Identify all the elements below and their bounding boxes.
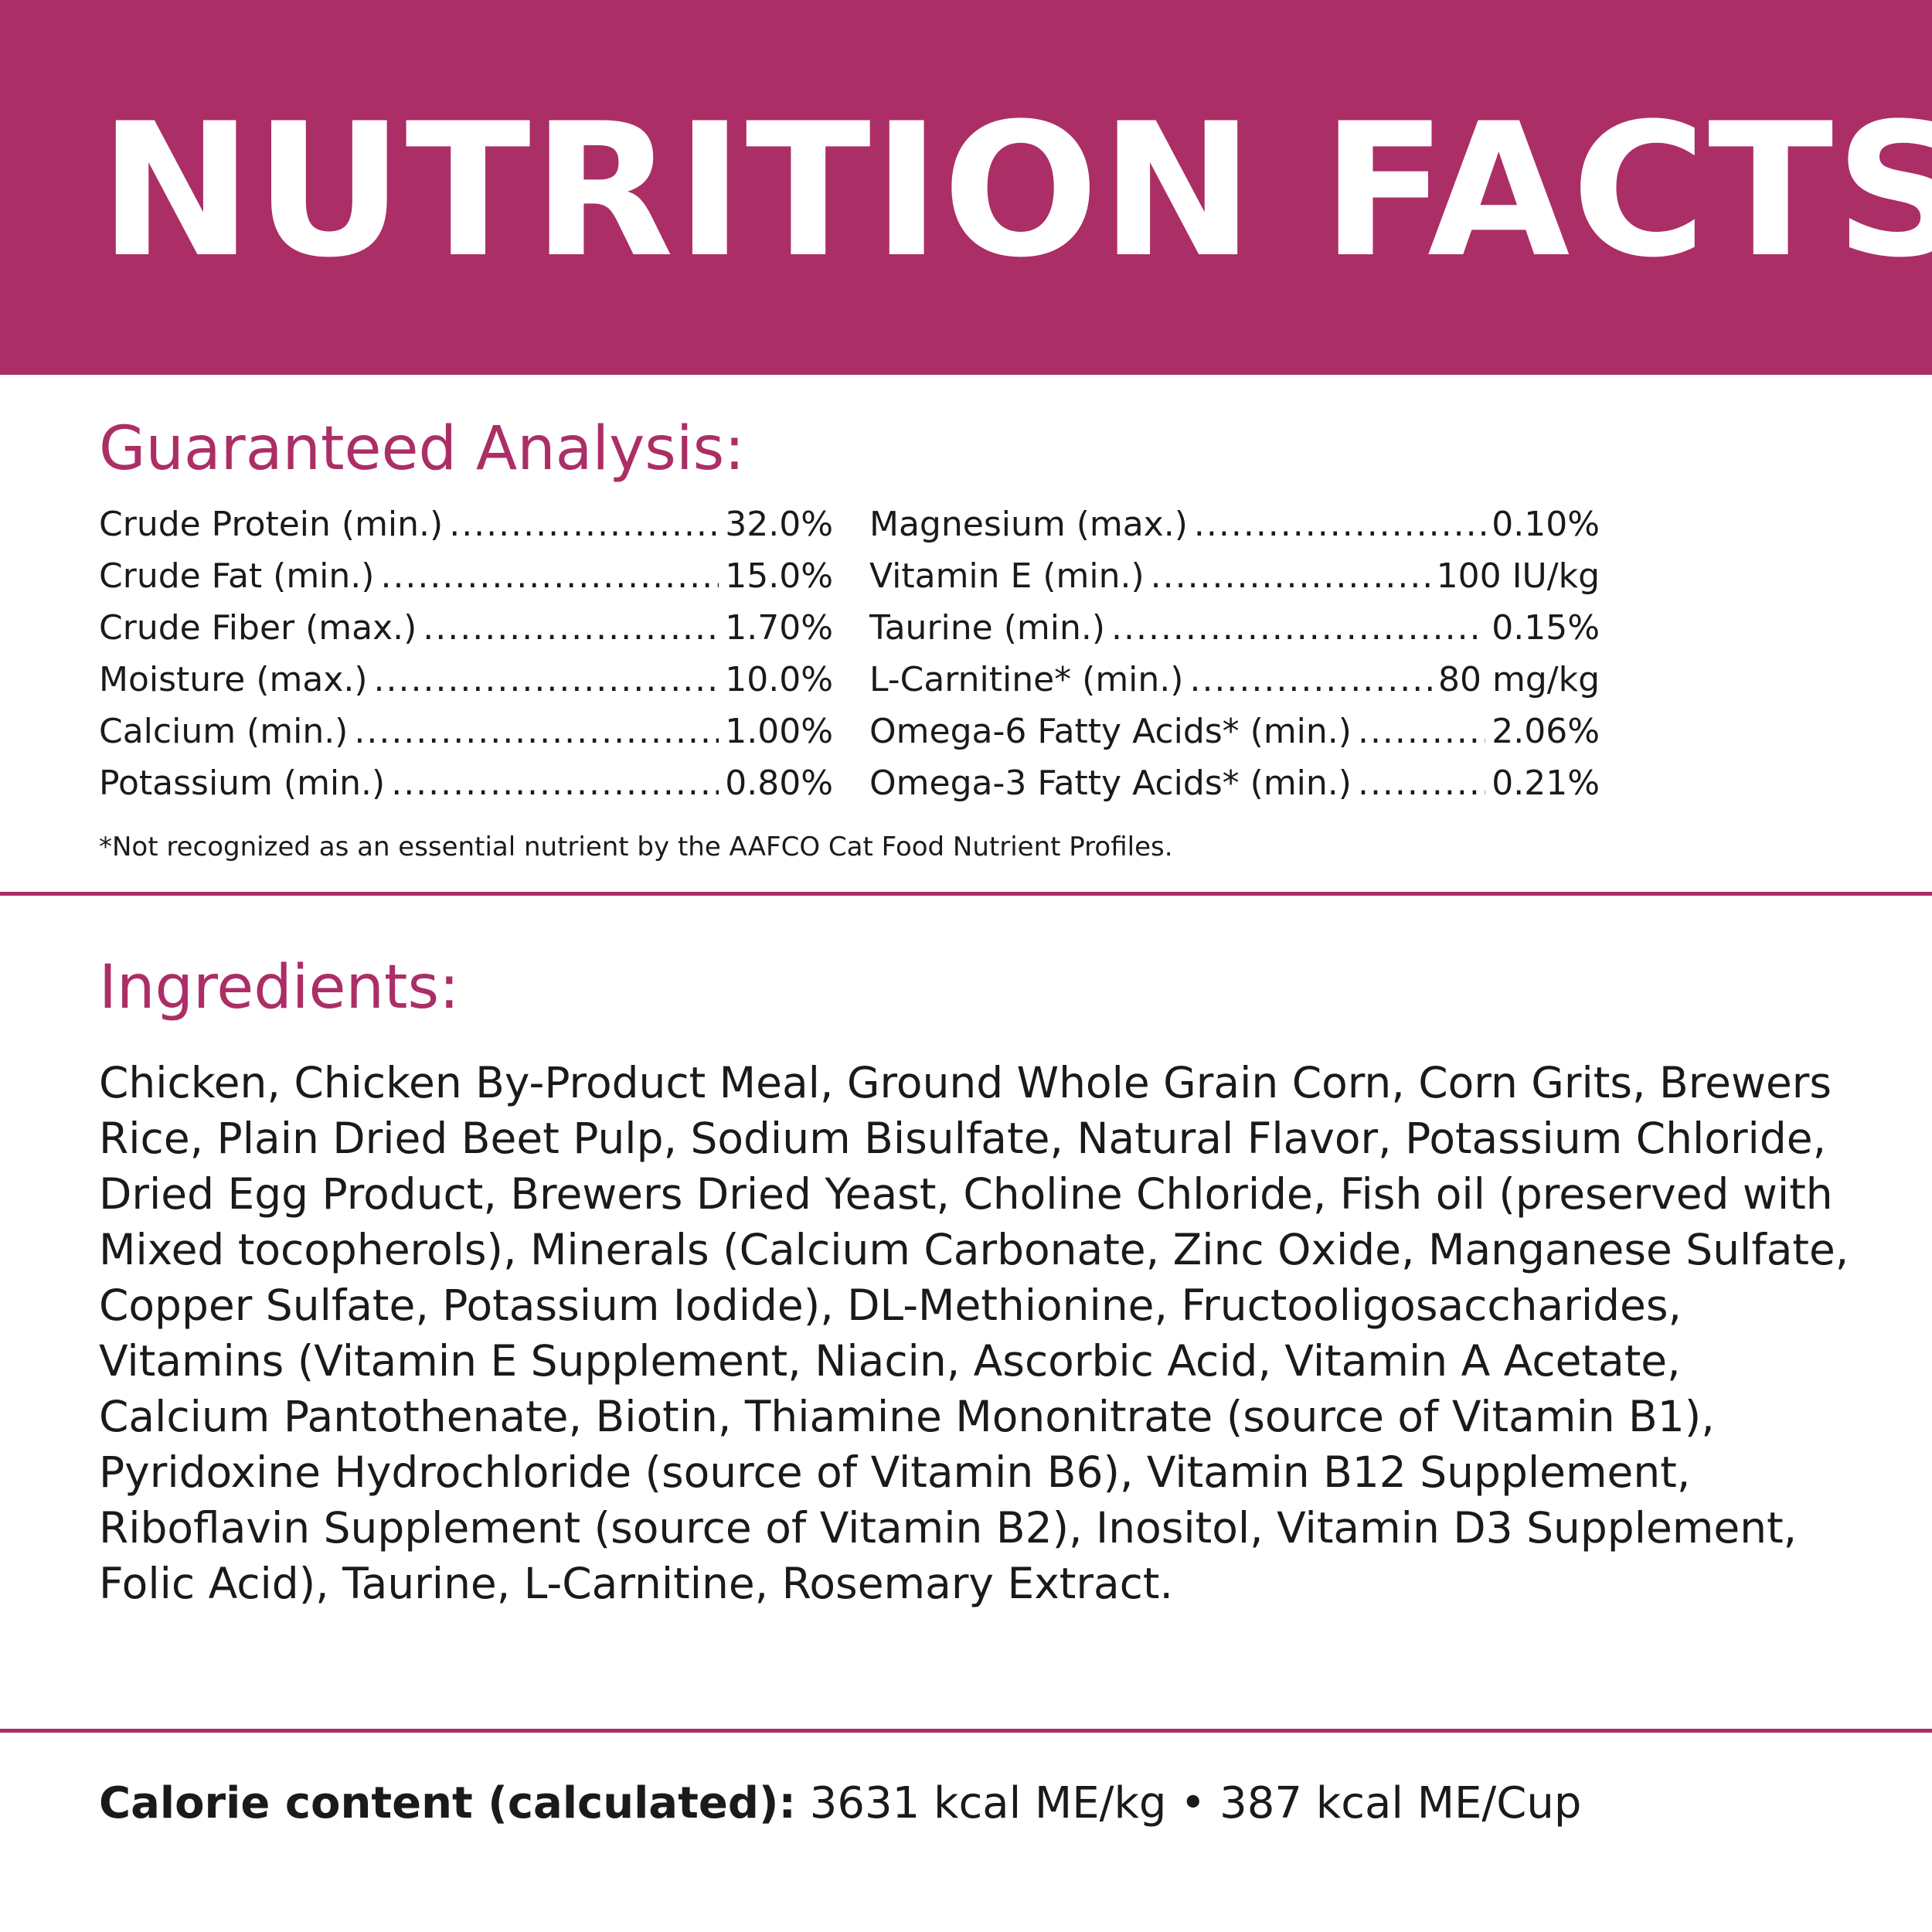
analysis-row: Omega-6 Fatty Acids* (min.) 2.06% (869, 706, 1600, 757)
section-divider (0, 892, 1932, 896)
analysis-row: Crude Fiber (max.) 1.70% (99, 602, 833, 654)
dot-leader (1151, 550, 1430, 602)
analysis-value: 100 IU/kg (1436, 556, 1600, 596)
dot-leader (374, 654, 719, 706)
analysis-value: 1.00% (725, 712, 833, 751)
analysis-right-column: Magnesium (max.) 0.10% Vitamin E (min.) 10… (869, 498, 1600, 809)
dot-leader (1194, 498, 1485, 550)
dot-leader (1358, 706, 1485, 757)
analysis-label: L-Carnitine* (min.) (869, 660, 1184, 699)
analysis-label: Magnesium (max.) (869, 505, 1188, 544)
analysis-row: Magnesium (max.) 0.10% (869, 498, 1600, 550)
analysis-value: 0.10% (1492, 505, 1600, 544)
calorie-label: Calorie content (calculated): (99, 1778, 796, 1828)
analysis-value: 2.06% (1492, 712, 1600, 751)
ingredients-heading: Ingredients: (99, 953, 460, 1022)
analysis-row: Crude Protein (min.) 32.0% (99, 498, 833, 550)
analysis-row: Vitamin E (min.) 100 IU/kg (869, 550, 1600, 602)
analysis-label: Crude Fat (min.) (99, 556, 375, 596)
section-divider (0, 1729, 1932, 1733)
calorie-content: Calorie content (calculated): 3631 kcal … (99, 1776, 1581, 1832)
dot-leader (354, 706, 719, 757)
analysis-value: 32.0% (725, 505, 833, 544)
calorie-value: 3631 kcal ME/kg • 387 kcal ME/Cup (809, 1778, 1582, 1828)
page-title: NUTRITION FACTS (99, 84, 1932, 298)
analysis-value: 15.0% (725, 556, 833, 596)
analysis-label: Calcium (min.) (99, 712, 349, 751)
header-banner: NUTRITION FACTS (0, 0, 1932, 375)
analysis-label: Vitamin E (min.) (869, 556, 1145, 596)
analysis-value: 0.21% (1492, 764, 1600, 803)
dot-leader (1189, 654, 1432, 706)
dot-leader (1111, 602, 1485, 654)
analysis-footnote: *Not recognized as an essential nutrient… (99, 832, 1173, 862)
analysis-label: Taurine (min.) (869, 608, 1105, 648)
dot-leader (1358, 757, 1485, 809)
analysis-value: 0.80% (725, 764, 833, 803)
guaranteed-analysis-heading: Guaranteed Analysis: (99, 414, 745, 484)
analysis-row: Omega-3 Fatty Acids* (min.) 0.21% (869, 757, 1600, 809)
ingredients-list: Chicken, Chicken By-Product Meal, Ground… (99, 1058, 1849, 1608)
analysis-label: Potassium (min.) (99, 764, 386, 803)
analysis-row: Moisture (max.) 10.0% (99, 654, 833, 706)
analysis-value: 1.70% (725, 608, 833, 648)
analysis-label: Omega-6 Fatty Acids* (min.) (869, 712, 1352, 751)
dot-leader (380, 550, 719, 602)
analysis-label: Moisture (max.) (99, 660, 368, 699)
analysis-row: L-Carnitine* (min.) 80 mg/kg (869, 654, 1600, 706)
analysis-label: Crude Protein (min.) (99, 505, 444, 544)
analysis-row: Potassium (min.) 0.80% (99, 757, 833, 809)
analysis-label: Omega-3 Fatty Acids* (min.) (869, 764, 1352, 803)
analysis-label: Crude Fiber (max.) (99, 608, 417, 648)
analysis-row: Crude Fat (min.) 15.0% (99, 550, 833, 602)
dot-leader (449, 498, 719, 550)
analysis-value: 80 mg/kg (1438, 660, 1600, 699)
analysis-row: Taurine (min.) 0.15% (869, 602, 1600, 654)
analysis-row: Calcium (min.) 1.00% (99, 706, 833, 757)
dot-leader (391, 757, 719, 809)
analysis-value: 10.0% (725, 660, 833, 699)
analysis-value: 0.15% (1492, 608, 1600, 648)
analysis-left-column: Crude Protein (min.) 32.0% Crude Fat (min… (99, 498, 833, 809)
dot-leader (423, 602, 719, 654)
